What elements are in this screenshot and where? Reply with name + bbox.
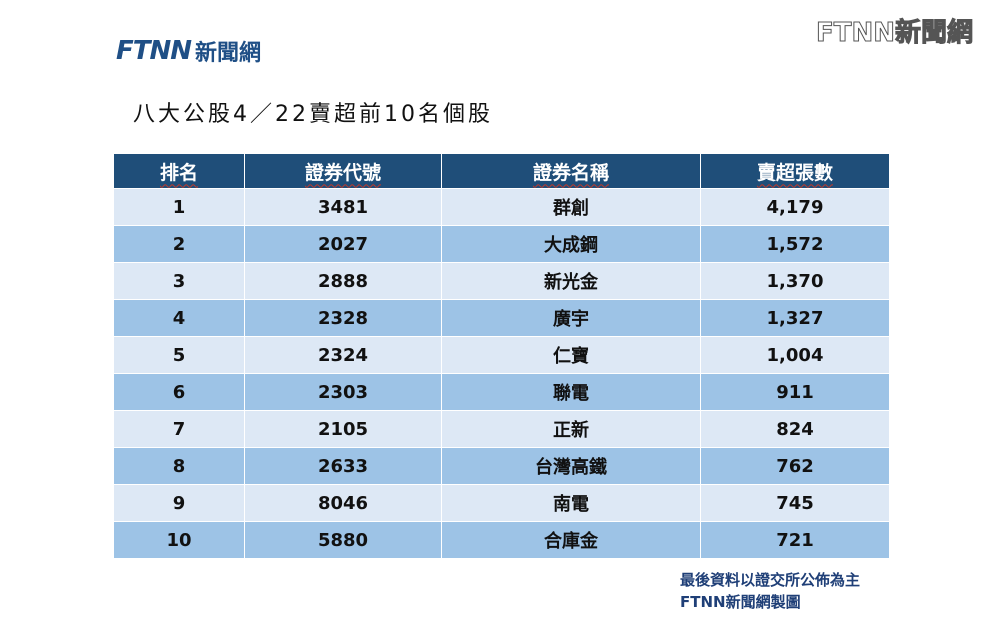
footnote: 最後資料以證交所公佈為主 FTNN新聞網製圖 (680, 569, 860, 613)
header-volume: 賣超張數 (701, 154, 890, 189)
cell-name: 聯電 (442, 374, 701, 411)
cell-code: 3481 (245, 189, 442, 226)
cell-volume: 1,327 (701, 300, 890, 337)
cell-code: 2105 (245, 411, 442, 448)
cell-rank: 9 (114, 485, 245, 522)
cell-rank: 7 (114, 411, 245, 448)
cell-name: 仁寶 (442, 337, 701, 374)
cell-name: 台灣高鐵 (442, 448, 701, 485)
table-row: 6 2303 聯電 911 (114, 374, 890, 411)
cell-name: 廣宇 (442, 300, 701, 337)
table-row: 1 3481 群創 4,179 (114, 189, 890, 226)
table-row: 9 8046 南電 745 (114, 485, 890, 522)
table-row: 10 5880 合庫金 721 (114, 522, 890, 559)
header-name: 證券名稱 (442, 154, 701, 189)
cell-code: 2303 (245, 374, 442, 411)
logo-mark: FTNN (116, 36, 192, 66)
watermark-logo: FTNN新聞網 (815, 18, 973, 49)
cell-volume: 721 (701, 522, 890, 559)
cell-volume: 1,370 (701, 263, 890, 300)
cell-name: 群創 (442, 189, 701, 226)
cell-name: 正新 (442, 411, 701, 448)
cell-name: 合庫金 (442, 522, 701, 559)
cell-code: 5880 (245, 522, 442, 559)
table-row: 8 2633 台灣高鐵 762 (114, 448, 890, 485)
table-row: 5 2324 仁寶 1,004 (114, 337, 890, 374)
cell-code: 2027 (245, 226, 442, 263)
table-header-row: 排名 證券代號 證券名稱 賣超張數 (114, 154, 890, 189)
cell-code: 2324 (245, 337, 442, 374)
cell-volume: 762 (701, 448, 890, 485)
table-row: 7 2105 正新 824 (114, 411, 890, 448)
cell-volume: 4,179 (701, 189, 890, 226)
cell-rank: 1 (114, 189, 245, 226)
table-row: 2 2027 大成鋼 1,572 (114, 226, 890, 263)
cell-rank: 6 (114, 374, 245, 411)
cell-rank: 2 (114, 226, 245, 263)
cell-volume: 824 (701, 411, 890, 448)
cell-name: 大成鋼 (442, 226, 701, 263)
cell-rank: 3 (114, 263, 245, 300)
cell-name: 南電 (442, 485, 701, 522)
cell-volume: 745 (701, 485, 890, 522)
cell-code: 2888 (245, 263, 442, 300)
cell-code: 2328 (245, 300, 442, 337)
cell-name: 新光金 (442, 263, 701, 300)
header-rank: 排名 (114, 154, 245, 189)
cell-rank: 10 (114, 522, 245, 559)
cell-code: 8046 (245, 485, 442, 522)
table-row: 3 2888 新光金 1,370 (114, 263, 890, 300)
cell-code: 2633 (245, 448, 442, 485)
header-code: 證券代號 (245, 154, 442, 189)
table-row: 4 2328 廣宇 1,327 (114, 300, 890, 337)
sell-ranking-table: 排名 證券代號 證券名稱 賣超張數 1 3481 群創 4,179 2 2027 大成鋼 1,… (114, 154, 890, 559)
logo-text: 新聞網 (195, 41, 262, 66)
cell-rank: 4 (114, 300, 245, 337)
cell-rank: 8 (114, 448, 245, 485)
footnote-credit: FTNN新聞網製圖 (680, 593, 801, 611)
cell-volume: 1,004 (701, 337, 890, 374)
page-title: 八大公股4／22賣超前10名個股 (133, 102, 493, 127)
cell-volume: 1,572 (701, 226, 890, 263)
ftnn-logo: FTNN 新聞網 (116, 35, 261, 67)
footnote-source: 最後資料以證交所公佈為主 (680, 571, 861, 589)
cell-rank: 5 (114, 337, 245, 374)
cell-volume: 911 (701, 374, 890, 411)
